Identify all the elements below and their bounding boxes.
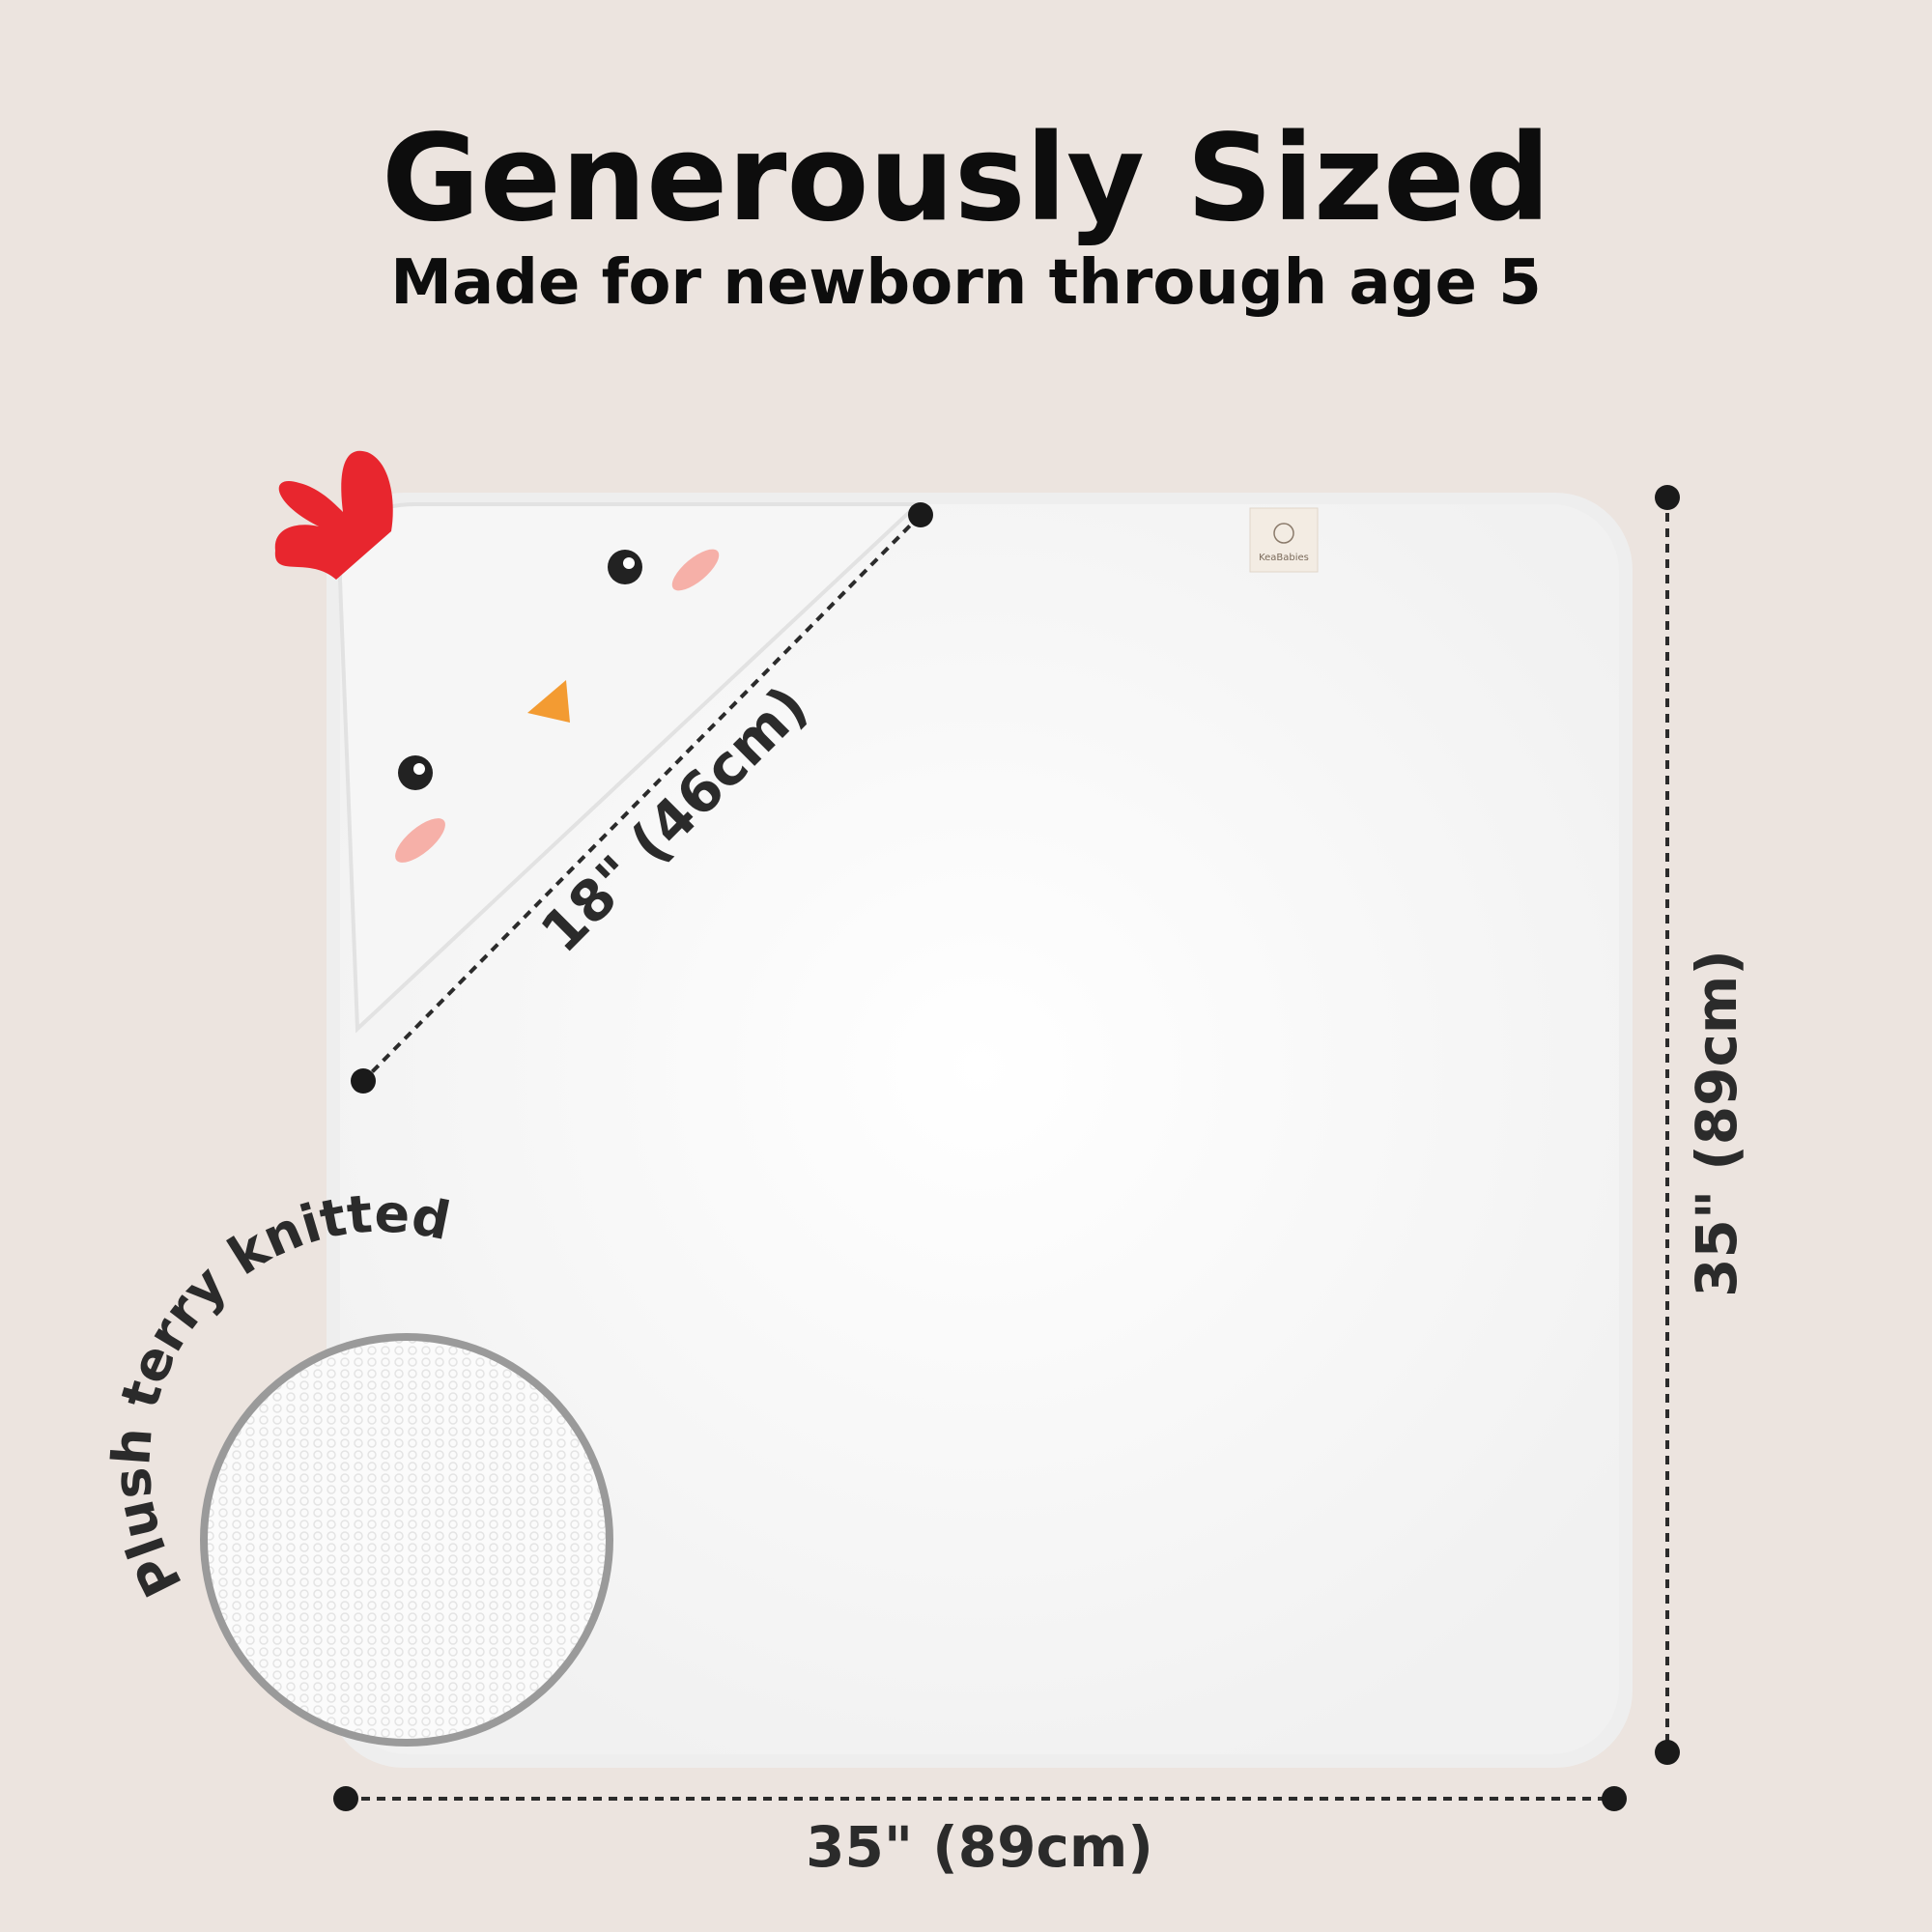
eye-glint: [623, 557, 635, 569]
endpoint: [908, 502, 933, 527]
endpoint: [1602, 1786, 1627, 1811]
towel-body: [340, 504, 1619, 1754]
subtitle: Made for newborn through age 5: [390, 247, 1541, 319]
height-dimension-label: 35" (89cm): [1684, 950, 1749, 1297]
brand-name: KeaBabies: [1259, 553, 1309, 563]
title: Generously Sized: [382, 109, 1550, 248]
brand-logo: [1273, 523, 1294, 544]
cheek: [395, 818, 445, 863]
beak: [527, 680, 570, 723]
comb: [274, 450, 393, 580]
cheek: [671, 549, 720, 591]
width-dimension-label: 35" (89cm): [806, 1814, 1153, 1880]
eye-glint: [413, 763, 425, 775]
brand-tag: [1249, 507, 1319, 573]
texture-detail: [208, 1341, 606, 1739]
endpoint: [333, 1786, 358, 1811]
endpoint: [351, 1068, 376, 1094]
towel: KeaBabies: [274, 450, 1633, 1768]
endpoint: [1655, 485, 1680, 510]
endpoint: [1655, 1740, 1680, 1765]
